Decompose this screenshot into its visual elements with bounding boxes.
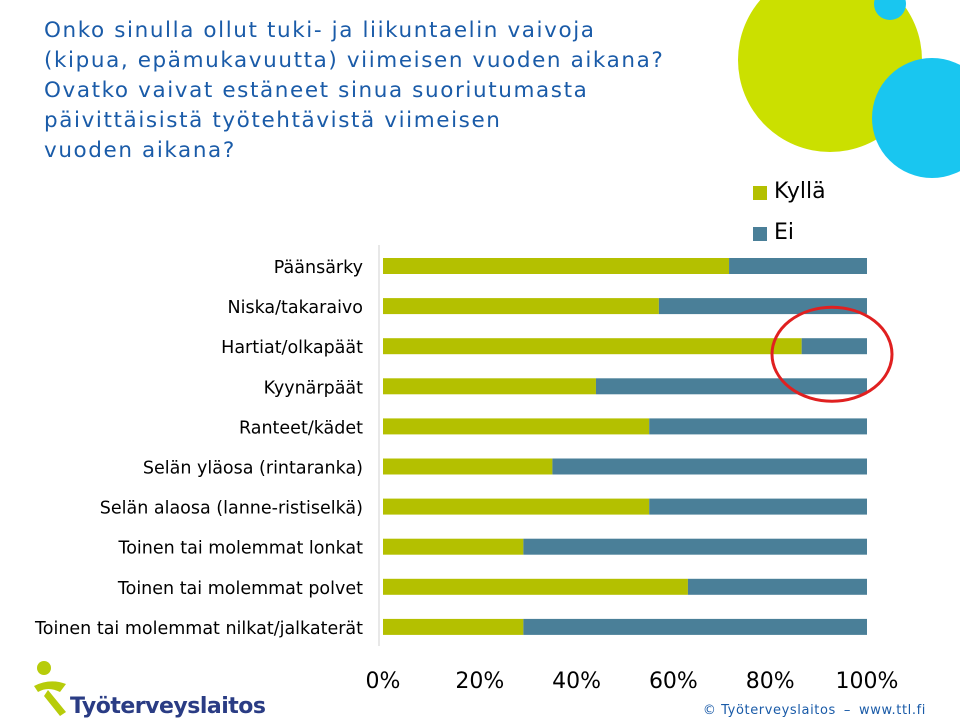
title-line: vuoden aikana? [44,138,236,163]
legend-label-ei: Ei [774,220,795,245]
title-line: (kipua, epämukavuutta) viimeisen vuoden … [44,48,665,73]
category-label: Ranteet/kädet [239,418,363,438]
footer-website[interactable]: www.ttl.fi [859,703,926,718]
bar-ei [687,578,867,595]
x-tick-label: 60% [649,669,698,694]
footer-separator: – [843,703,852,718]
footer-copyright: © Työterveyslaitos [702,703,836,718]
bar-ei [523,618,867,635]
bar-ei [649,418,867,435]
bar-ei [595,378,867,395]
category-label: Selän yläosa (rintaranka) [143,459,363,479]
x-tick-label: 40% [552,669,601,694]
category-label: Toinen tai molemmat lonkat [117,539,363,559]
deco-circle-cyan [872,58,960,178]
bar-kylla [383,378,596,395]
legend-swatch-ei [753,227,767,241]
bar-kylla [383,618,524,635]
highlight-circle [770,305,894,403]
logo-text: Työterveyslaitos [70,694,266,719]
bar-kylla [383,338,802,355]
category-label: Toinen tai molemmat polvet [117,579,363,599]
x-tick-label: 20% [455,669,504,694]
category-label: Toinen tai molemmat nilkat/jalkaterät [34,619,363,639]
bar-kylla [383,578,688,595]
bar-ei [523,538,867,555]
category-label: Niska/takaraivo [228,298,364,318]
category-label: Päänsärky [274,258,363,278]
bar-kylla [383,418,650,435]
category-label: Hartiat/olkapäät [221,338,363,358]
category-label: Kyynärpäät [264,378,363,398]
bar-ei [729,258,867,274]
legend-swatch-kylla [753,186,767,200]
category-label: Selän alaosa (lanne-ristiselkä) [100,499,363,519]
x-tick-label: 100% [836,669,899,694]
bar-kylla [383,298,659,315]
title-line: päivittäisistä työtehtävistä viimeisen [44,108,502,133]
bar-kylla [383,538,524,555]
x-tick-label: 80% [746,669,795,694]
bar-kylla [383,258,730,274]
bar-kylla [383,458,553,475]
legend-label-kylla: Kyllä [774,179,826,204]
person-figure-icon [34,661,66,716]
bar-ei [649,498,867,515]
footer: © Työterveyslaitos – www.ttl.fi [703,703,926,718]
x-tick-label: 0% [366,669,401,694]
title-line: Ovatko vaivat estäneet sinua suoriutumas… [44,78,589,103]
logo: Työterveyslaitos [30,656,270,726]
title-line: Onko sinulla ollut tuki- ja liikuntaelin… [44,18,596,43]
deco-circle-cyan-small [874,0,906,20]
page-title: Onko sinulla ollut tuki- ja liikuntaelin… [44,16,744,166]
bar-kylla [383,498,650,515]
bar-ei [801,338,867,355]
bar-ei [552,458,867,475]
